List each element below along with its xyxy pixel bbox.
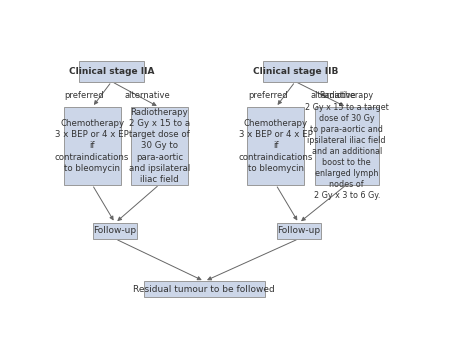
FancyBboxPatch shape — [131, 107, 188, 184]
Text: Clinical stage IIA: Clinical stage IIA — [69, 67, 155, 76]
FancyBboxPatch shape — [315, 107, 379, 184]
Text: alternative: alternative — [310, 90, 356, 100]
Text: Radiotherapy
2 Gy x 15 to a
target dose of
30 Gy to
para-aortic
and ipsilateral
: Radiotherapy 2 Gy x 15 to a target dose … — [129, 108, 190, 184]
FancyBboxPatch shape — [80, 61, 144, 82]
FancyBboxPatch shape — [93, 223, 137, 239]
Text: preferred: preferred — [64, 90, 104, 100]
Text: Chemotherapy
3 x BEP or 4 x EP
if
contraindications
to bleomycin: Chemotherapy 3 x BEP or 4 x EP if contra… — [238, 119, 313, 172]
FancyBboxPatch shape — [144, 281, 265, 297]
FancyBboxPatch shape — [64, 107, 120, 184]
Text: Residual tumour to be followed: Residual tumour to be followed — [134, 285, 275, 294]
FancyBboxPatch shape — [277, 223, 321, 239]
Text: alternative: alternative — [125, 90, 170, 100]
Text: preferred: preferred — [248, 90, 288, 100]
Text: Radiotherapy
2 Gy x 15 to a target
dose of 30 Gy
to para-aortic and
ipsilateral : Radiotherapy 2 Gy x 15 to a target dose … — [305, 92, 389, 200]
Text: Follow-up: Follow-up — [277, 226, 320, 235]
FancyBboxPatch shape — [247, 107, 304, 184]
Text: Chemotherapy
3 x BEP or 4 x EP
if
contraindications
to bleomycin: Chemotherapy 3 x BEP or 4 x EP if contra… — [55, 119, 129, 172]
Text: Clinical stage IIB: Clinical stage IIB — [253, 67, 338, 76]
Text: Follow-up: Follow-up — [93, 226, 137, 235]
FancyBboxPatch shape — [263, 61, 328, 82]
